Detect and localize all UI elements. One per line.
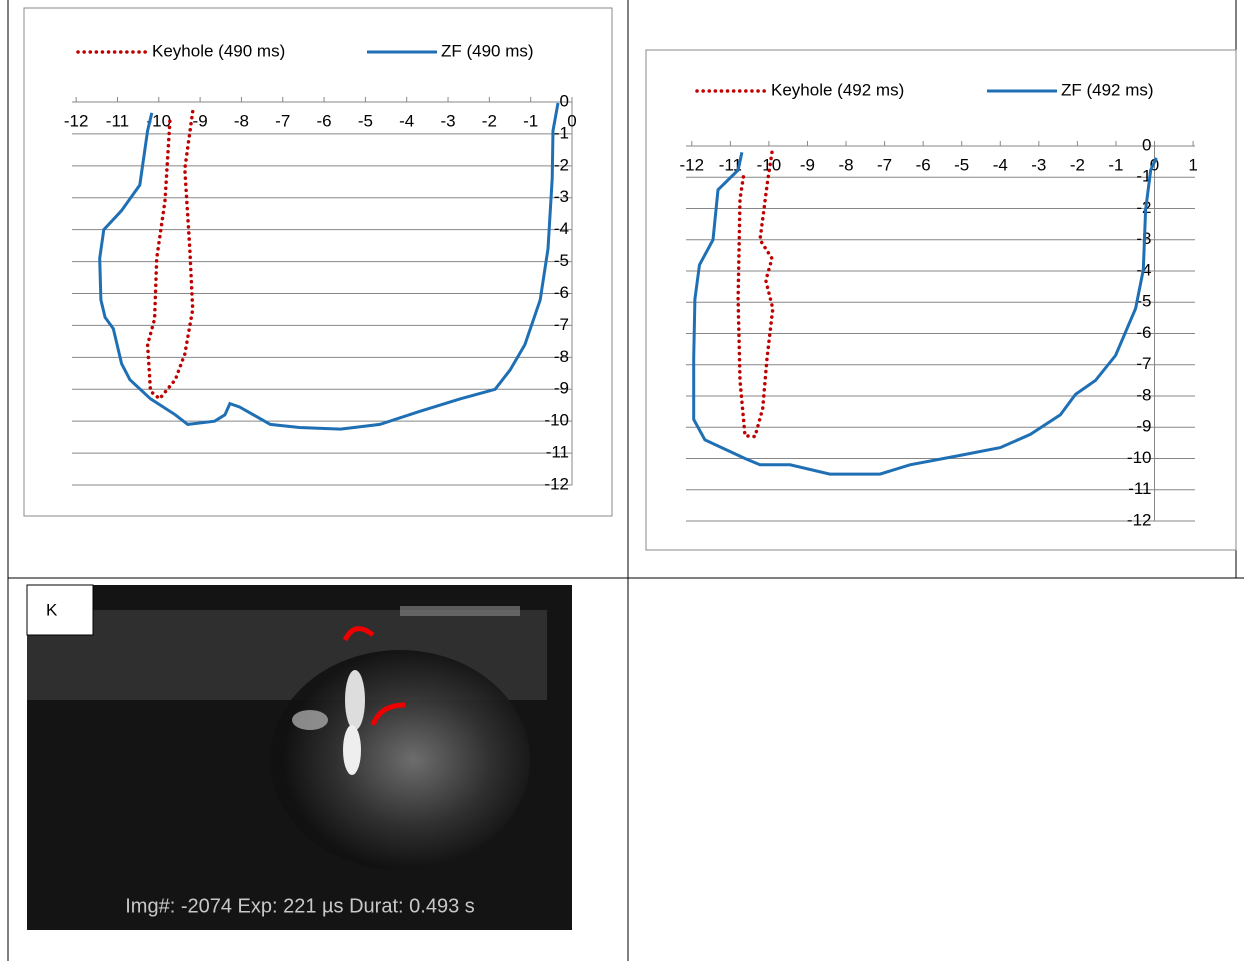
x-tick-label: -6 (916, 155, 931, 174)
x-tick-label: -3 (440, 111, 455, 130)
x-tick-label: -11 (106, 111, 129, 130)
photo: K Img#: -2074 Exp: 221 µs Durat: 0.493 s (26, 584, 572, 930)
x-tick-label: -4 (399, 111, 414, 130)
x-tick-label: -2 (482, 111, 497, 130)
y-tick-label: -9 (1136, 417, 1151, 436)
legend-label: Keyhole (492 ms) (771, 80, 904, 99)
y-tick-label: -12 (544, 474, 569, 493)
y-tick-label: -12 (1127, 510, 1152, 529)
x-tick-label: -1 (1108, 155, 1123, 174)
x-tick-label: -9 (193, 111, 208, 130)
y-tick-label: -9 (554, 379, 569, 398)
x-tick-label: -8 (838, 155, 853, 174)
chart-frame (23, 7, 613, 517)
y-tick-label: -6 (554, 283, 569, 302)
series-line (736, 150, 775, 439)
y-tick-label: -5 (554, 251, 569, 270)
y-tick-label: -5 (1136, 292, 1151, 311)
y-tick-label: -8 (1136, 385, 1151, 404)
x-tick-label: -5 (358, 111, 373, 130)
y-tick-label: -8 (554, 347, 569, 366)
x-tick-label: 0 (567, 111, 576, 130)
y-tick-label: -1 (554, 123, 569, 142)
image-label: K (46, 600, 58, 619)
x-tick-label: -6 (317, 111, 332, 130)
x-tick-label: -2 (1070, 155, 1085, 174)
legend-label: Keyhole (490 ms) (152, 41, 285, 60)
x-tick-label: -9 (800, 155, 815, 174)
x-tick-label: -11 (719, 155, 742, 174)
x-tick-label: -7 (877, 155, 892, 174)
series-line (692, 151, 1158, 476)
x-tick-label: -7 (275, 111, 290, 130)
x-tick-label: -4 (993, 155, 1008, 174)
y-tick-label: -4 (554, 219, 569, 238)
x-tick-label: 1 (1188, 155, 1197, 174)
y-tick-label: -11 (1128, 479, 1151, 498)
y-tick-label: -7 (1136, 354, 1151, 373)
legend-label: ZF (492 ms) (1061, 80, 1154, 99)
x-tick-label: -1 (523, 111, 538, 130)
x-tick-label: -10 (146, 111, 171, 130)
legend-label: ZF (490 ms) (441, 41, 534, 60)
y-tick-label: -10 (544, 411, 569, 430)
y-tick-label: 0 (1142, 135, 1151, 154)
y-tick-label: 0 (560, 91, 569, 110)
image-caption: Img#: -2074 Exp: 221 µs Durat: 0.493 s (125, 895, 475, 917)
y-tick-label: -2 (554, 155, 569, 174)
y-tick-label: -10 (1127, 448, 1152, 467)
x-tick-label: -8 (234, 111, 249, 130)
y-tick-label: -11 (546, 443, 569, 462)
series-line (98, 102, 560, 431)
x-tick-label: -3 (1031, 155, 1046, 174)
x-tick-label: -12 (679, 155, 704, 174)
x-tick-label: -12 (64, 111, 89, 130)
chart-frame (645, 49, 1237, 551)
y-tick-label: -1 (1136, 167, 1151, 186)
y-tick-label: -3 (554, 187, 569, 206)
y-tick-label: -6 (1136, 323, 1151, 342)
x-tick-label: -5 (954, 155, 969, 174)
series-line (145, 109, 195, 402)
y-tick-label: -7 (554, 315, 569, 334)
